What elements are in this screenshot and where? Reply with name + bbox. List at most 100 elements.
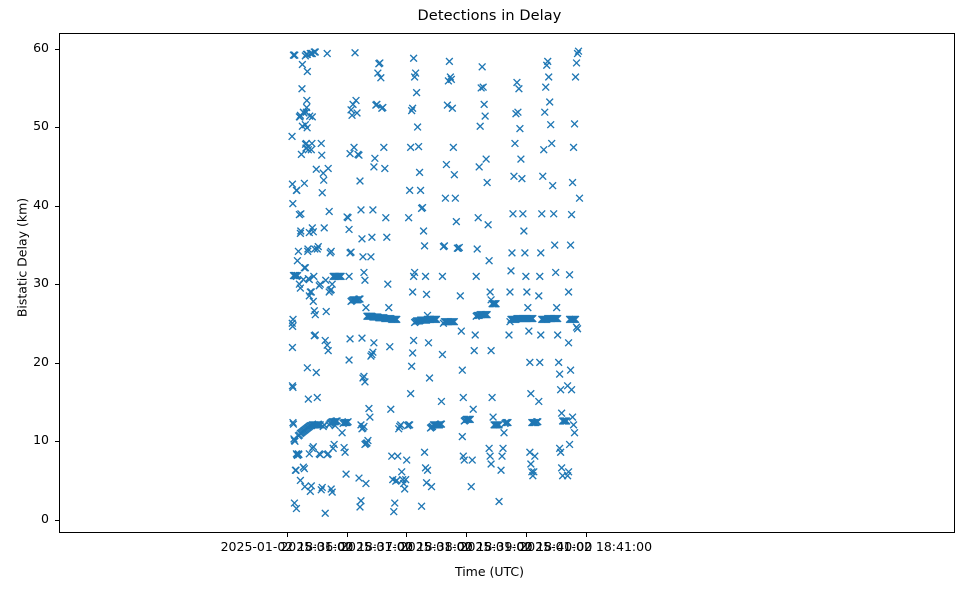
scatter-marker [338,428,346,437]
scatter-marker [305,275,314,284]
y-tick-mark [55,441,59,443]
scatter-marker [393,452,402,461]
scatter-marker [408,288,417,296]
scatter-marker [384,303,393,312]
scatter-marker [383,280,392,289]
scatter-marker [452,217,461,226]
scatter-marker [294,247,303,256]
scatter-marker [520,227,528,235]
scatter-marker [436,420,445,428]
scatter-marker [293,256,302,265]
scatter-marker [487,346,495,355]
scatter-marker [407,362,416,371]
scatter-marker [514,108,522,117]
scatter-marker [557,464,566,472]
scatter-marker [480,100,489,109]
scatter-marker [445,57,454,66]
scatter-marker [336,272,344,281]
scatter-marker [390,499,399,507]
scatter-marker [292,186,301,195]
scatter-marker [430,315,439,324]
scatter-marker [348,111,356,120]
scatter-marker [551,268,560,277]
scatter-marker [302,103,311,112]
scatter-marker [301,263,310,272]
scatter-marker [571,73,580,81]
scatter-marker [495,421,503,429]
scatter-marker [293,271,302,280]
scatter-marker [296,227,305,235]
scatter-marker [541,83,550,92]
scatter-marker [360,268,368,277]
scatter-marker [477,84,486,92]
scatter-marker [401,475,410,484]
scatter-marker [302,96,311,105]
scatter-marker [311,310,320,319]
scatter-marker [574,47,583,56]
scatter-marker [442,160,451,169]
scatter-marker [518,174,526,183]
y-tick-label: 50 [33,118,49,134]
scatter-marker [423,311,432,320]
scatter-marker [290,435,298,443]
scatter-marker [560,417,569,425]
scatter-marker [306,288,315,296]
scatter-marker [468,456,477,464]
scatter-marker [540,108,549,117]
scatter-marker [296,284,305,292]
scatter-marker [321,276,330,285]
scatter-marker [449,317,458,326]
scatter-marker [346,335,354,343]
scatter-marker [575,194,584,203]
scatter-marker [305,112,314,120]
scatter-marker [529,467,538,476]
scatter-marker [297,150,306,159]
scatter-marker [397,467,406,476]
scatter-marker [404,213,413,222]
scatter-marker [568,178,577,187]
scatter-marker [376,73,385,82]
scatter-marker [319,176,328,185]
scatter-marker [492,299,500,308]
scatter-marker [311,331,320,339]
scatter-marker [392,315,401,324]
scatter-marker [291,437,299,446]
scatter-marker [389,315,398,324]
scatter-marker [406,389,415,398]
scatter-marker [318,188,327,197]
scatter-marker [455,243,464,252]
scatter-marker [366,413,374,421]
scatter-points [288,47,584,518]
scatter-marker [292,504,301,513]
scatter-marker [508,249,516,257]
scatter-marker [537,209,546,218]
scatter-marker [437,420,446,428]
scatter-marker [535,272,544,281]
scatter-marker [288,381,297,390]
x-tick-mark [406,533,408,537]
scatter-marker [371,154,379,163]
scatter-marker [429,315,438,324]
scatter-marker [290,51,299,59]
scatter-marker [569,315,578,324]
scatter-marker [310,245,319,253]
scatter-marker [381,213,390,222]
scatter-marker [423,466,432,475]
scatter-marker [517,155,525,163]
scatter-marker [410,268,419,277]
scatter-marker [466,415,475,424]
scatter-marker [297,209,305,218]
x-tick-mark [286,533,288,537]
scatter-marker [572,59,581,67]
scatter-marker [569,421,578,429]
scatter-marker [519,209,527,218]
scatter-marker [475,163,484,171]
scatter-marker [362,303,370,312]
scatter-marker [421,272,430,281]
scatter-marker [298,60,307,69]
scatter-marker [288,199,297,208]
scatter-marker [414,142,423,151]
scatter-marker [438,272,447,281]
scatter-marker [503,418,511,427]
scatter-marker [400,485,409,493]
